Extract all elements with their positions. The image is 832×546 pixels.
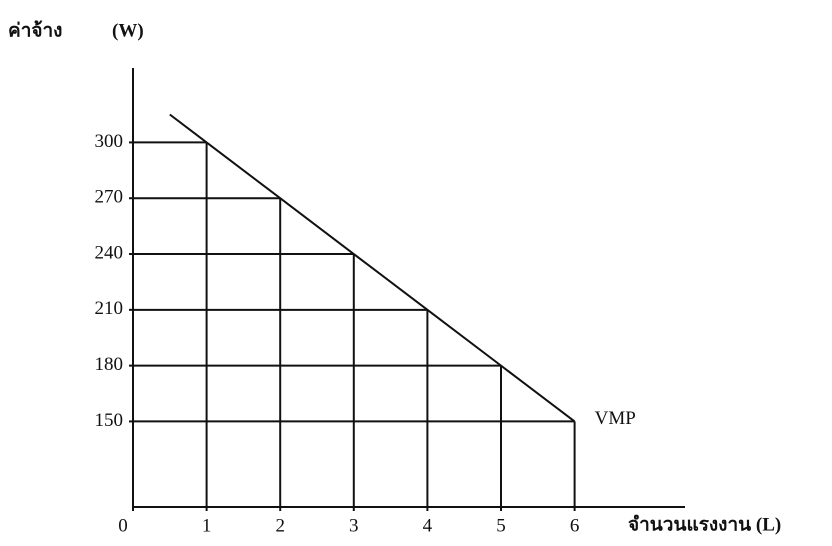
series-line <box>205 141 576 423</box>
x-tick-label: 2 <box>275 515 285 536</box>
y-axis-label: ค่าจ้าง <box>8 19 62 41</box>
y-tick-label: 240 <box>95 242 124 263</box>
annotation: VMP <box>595 408 636 429</box>
y-tick-label: 270 <box>95 187 124 208</box>
y-axis-unit: (W) <box>112 20 144 41</box>
x-tick-label: 0 <box>118 515 128 536</box>
y-tick-label: 180 <box>95 354 124 375</box>
x-tick-label: 3 <box>349 515 359 536</box>
x-tick-label: 6 <box>570 515 580 536</box>
y-tick-label: 300 <box>95 131 124 152</box>
x-axis-label: จำนวนแรงงาน (L) <box>628 514 781 535</box>
x-tick-label: 5 <box>496 515 506 536</box>
x-tick-label: 4 <box>423 515 433 536</box>
line-lead <box>169 113 208 144</box>
x-tick-label: 1 <box>202 515 212 536</box>
y-tick-label: 150 <box>95 410 124 431</box>
y-tick-label: 210 <box>95 298 124 319</box>
